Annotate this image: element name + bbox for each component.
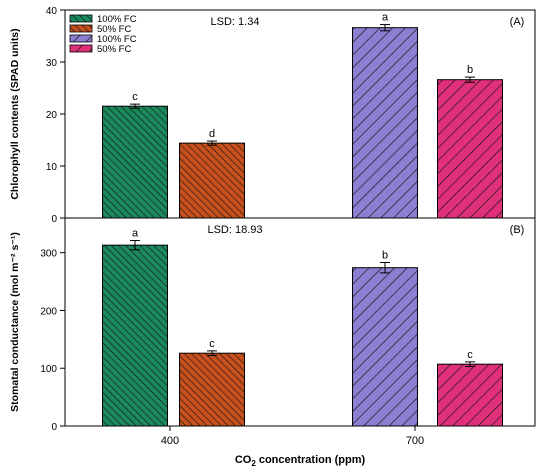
significance-letter-a-1: d (209, 128, 215, 140)
y-tick-label-a-2: 20 (46, 110, 58, 121)
panel-b: 0 100 200 300 a c b c LSD: 18.93 (B) Stomatal … (9, 217, 536, 433)
bar-a-3 (437, 79, 503, 219)
bar-a-1 (179, 142, 245, 219)
panel-a-label: (A) (510, 16, 525, 28)
legend-swatch-0 (69, 14, 93, 23)
significance-letter-a-2: a (382, 12, 389, 24)
significance-letter-b-0: a (132, 228, 139, 240)
bar-a-2 (352, 27, 418, 219)
y-tick-label-a-0: 0 (51, 214, 57, 225)
panel-b-y-axis-label: Stomatal conductance (mol m⁻² s⁻¹) (9, 232, 21, 412)
significance-letter-b-2: b (382, 249, 388, 261)
y-tick-label-b-2: 200 (40, 306, 57, 317)
panel-b-frame (64, 217, 536, 427)
legend-label-3: 50% FC (97, 44, 131, 55)
legend-label-0: 100% FC (97, 14, 137, 25)
x-tick-label-400: 400 (161, 435, 179, 447)
y-tick-label-b-3: 300 (40, 249, 57, 260)
bar-b-3 (437, 363, 503, 427)
bar-a-0 (102, 105, 168, 219)
panel-a: 0 10 20 30 40 c d a b LSD: 1.34 (A) Chlorophyll… (9, 6, 536, 225)
legend-label-2: 100% FC (97, 34, 137, 45)
y-tick-label-a-1: 10 (46, 162, 58, 173)
bar-b-0 (102, 244, 168, 427)
panel-a-y-axis-label: Chlorophyll contents (SPAD units) (9, 28, 21, 199)
legend-swatch-1 (69, 24, 93, 33)
x-axis-label-suffix: concentration (ppm) (256, 454, 366, 466)
y-tick-label-a-3: 30 (46, 58, 58, 69)
x-axis: 400 700 CO2 concentration (ppm) (161, 426, 424, 468)
significance-letter-a-3: b (467, 64, 473, 76)
panel-a-bars: c d a b (102, 12, 503, 219)
legend-label-1: 50% FC (97, 24, 131, 35)
significance-letter-a-0: c (132, 91, 138, 103)
panel-a-lsd: LSD: 1.34 (211, 16, 260, 28)
significance-letter-b-1: c (209, 338, 215, 350)
bar-b-1 (179, 352, 245, 427)
legend-swatch-2 (69, 34, 93, 43)
panel-b-label: (B) (510, 224, 525, 236)
panel-b-lsd: LSD: 18.93 (207, 224, 262, 236)
legend-swatch-3 (69, 44, 93, 53)
significance-letter-b-3: c (467, 349, 473, 361)
y-tick-label-b-0: 0 (51, 422, 57, 433)
y-tick-label-a-4: 40 (46, 6, 58, 17)
panel-b-y-ticks: 0 100 200 300 (40, 249, 65, 433)
y-tick-label-b-1: 100 (40, 364, 57, 375)
x-axis-label-subscript: 2 (251, 459, 256, 468)
bar-b-2 (352, 267, 418, 427)
x-axis-label-prefix: CO (235, 454, 252, 466)
panel-b-bars: a c b c (102, 228, 503, 427)
x-axis-label: CO2 concentration (ppm) (235, 454, 366, 468)
panel-a-y-ticks: 0 10 20 30 40 (46, 6, 65, 225)
x-tick-label-700: 700 (406, 435, 424, 447)
